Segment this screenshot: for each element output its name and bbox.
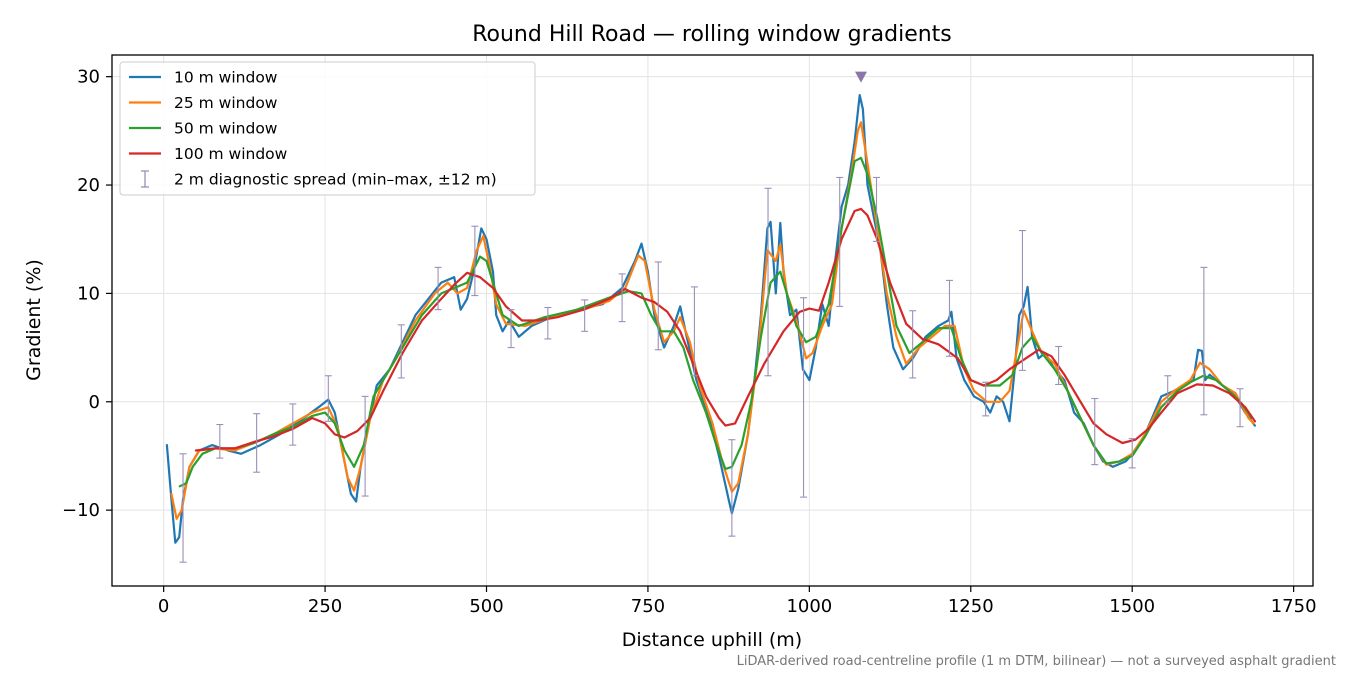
errorbar (654, 261, 662, 351)
errorbar (253, 413, 261, 473)
errorbar (1164, 375, 1172, 404)
legend-label: 2 m diagnostic spread (min–max, ±12 m) (174, 171, 497, 189)
x-tick-label: 0 (158, 596, 169, 617)
errorbar (873, 176, 881, 242)
errorbar (945, 279, 953, 357)
errorbar (289, 403, 297, 446)
errorbar (1091, 397, 1099, 466)
x-tick-label: 750 (631, 596, 665, 617)
y-tick-label: 20 (77, 175, 100, 196)
errorbar (690, 286, 698, 377)
errorbar (728, 439, 736, 537)
x-tick-label: 1500 (1109, 596, 1155, 617)
series-line-4 (194, 207, 1256, 452)
legend-label: 100 m window (174, 145, 288, 163)
y-tick-label: −10 (62, 500, 100, 521)
legend-box (119, 61, 536, 196)
x-tick-label: 500 (469, 596, 503, 617)
errorbar (544, 306, 552, 340)
errorbar (1128, 438, 1136, 469)
errorbar (324, 375, 332, 422)
errorbar (764, 187, 772, 377)
errorbar (1018, 230, 1026, 371)
errorbar (434, 266, 442, 311)
legend-label: 10 m window (174, 69, 278, 87)
legend-swatch (141, 170, 149, 188)
x-tick-label: 1750 (1271, 596, 1317, 617)
peak-marker (855, 71, 868, 83)
errorbar (507, 309, 515, 349)
legend-label: 25 m window (174, 94, 278, 112)
axis-ticks: 0 250 500 750 1000 1250 1500 1750 −10 0 10 20 30 (62, 67, 1317, 617)
errorbar (361, 395, 369, 497)
errorbar-layer (179, 176, 1244, 563)
legend-label: 50 m window (174, 120, 278, 138)
errorbar (982, 381, 990, 417)
errorbar (179, 453, 187, 563)
x-tick-label: 1250 (948, 596, 994, 617)
y-tick-label: 30 (77, 67, 100, 88)
chart-title: Round Hill Road — rolling window gradien… (472, 22, 952, 47)
errorbar (1236, 388, 1244, 428)
plot-frame (111, 54, 1314, 587)
errorbar (800, 297, 808, 498)
errorbar (471, 225, 479, 297)
footnote: LiDAR-derived road-centreline profile (1… (737, 654, 1336, 669)
errorbar (397, 324, 405, 379)
legend: 10 m window 25 m window 50 m window 100 m w… (119, 61, 536, 196)
y-axis-label: Gradient (%) (23, 259, 45, 381)
errorbar (618, 273, 626, 323)
y-tick-label: 10 (77, 283, 100, 304)
y-tick-label: 0 (89, 392, 100, 413)
x-tick-label: 1000 (786, 596, 832, 617)
errorbar (1055, 345, 1063, 385)
marker-layer (855, 71, 868, 83)
x-tick-label: 250 (308, 596, 342, 617)
errorbar (1200, 266, 1208, 416)
errorbar (909, 310, 917, 379)
errorbar (216, 423, 224, 459)
errorbar (836, 176, 844, 307)
errorbar (581, 299, 589, 332)
x-axis-label: Distance uphill (m) (622, 629, 802, 651)
